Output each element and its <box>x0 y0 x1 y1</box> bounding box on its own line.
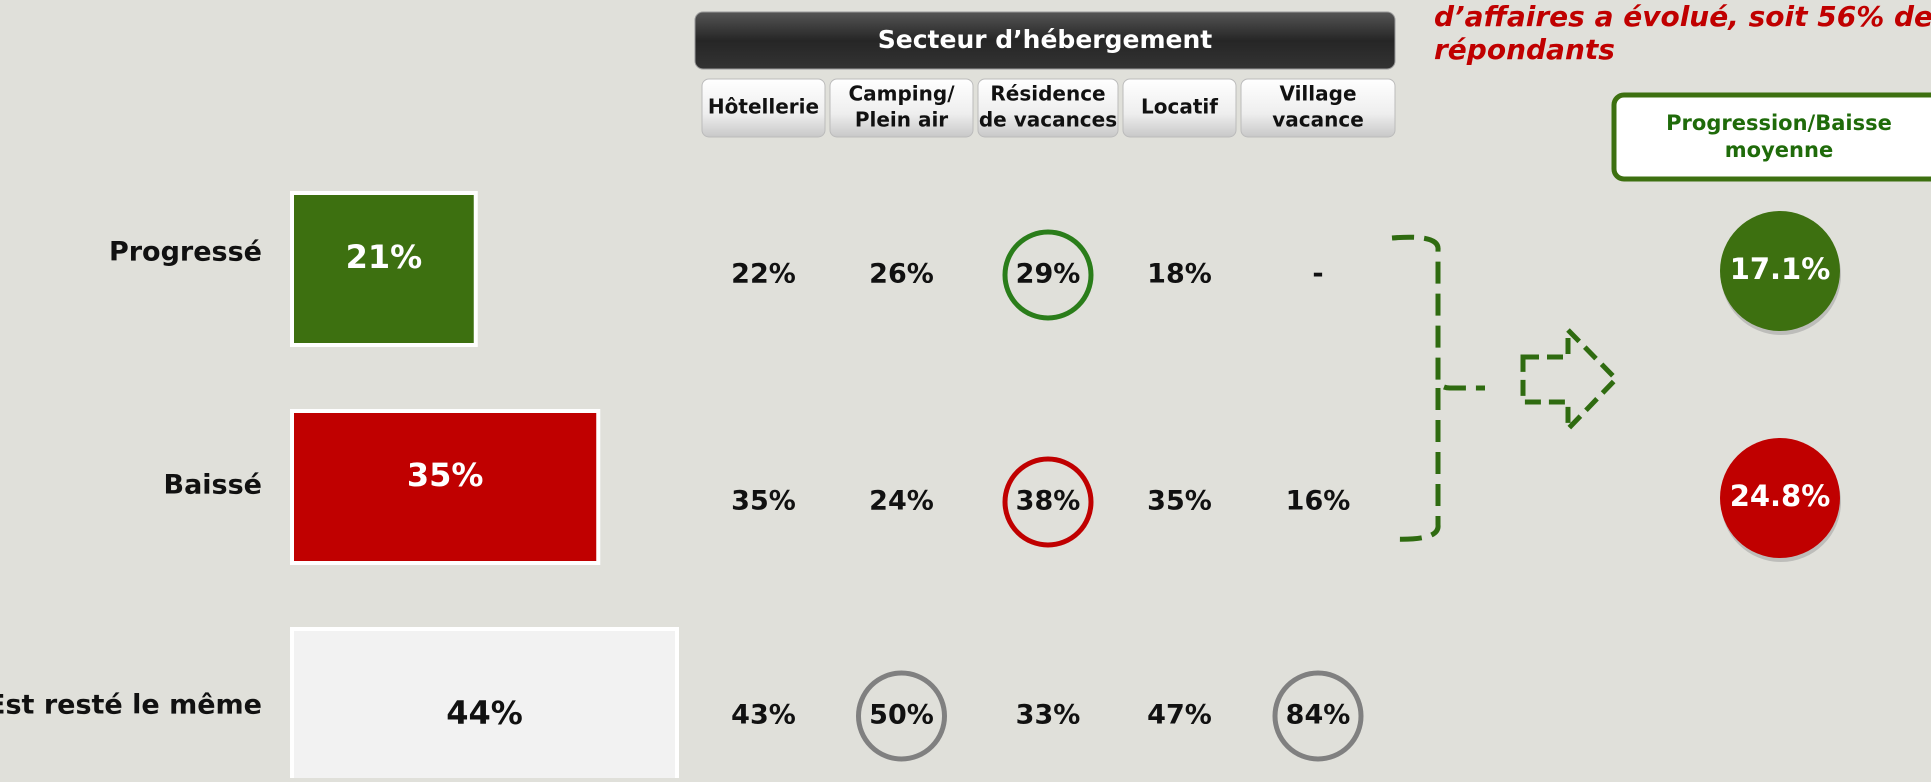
column-header <box>1240 78 1396 138</box>
cell: 29% <box>1016 259 1081 290</box>
cell: - <box>1312 259 1323 290</box>
column-header-label: vacance <box>1272 108 1364 132</box>
average-value: 24.8% <box>1730 479 1831 513</box>
row-label: Est resté le même <box>0 690 262 721</box>
column-header-label: de vacances <box>979 108 1117 132</box>
note: d’affaires a évolué, soit 56% des <box>1434 0 1931 33</box>
column-header <box>1122 78 1237 138</box>
cell: 35% <box>1147 486 1212 517</box>
highlight-circle <box>1272 670 1364 762</box>
highlight-circle <box>856 670 947 762</box>
column-header-label: Résidence <box>990 82 1105 106</box>
note: répondants <box>1434 33 1615 66</box>
row-label: Baissé <box>163 470 262 501</box>
cell: 50% <box>869 700 934 731</box>
cell: 43% <box>731 700 796 731</box>
average-value: 17.1% <box>1730 252 1831 286</box>
bar <box>290 627 679 782</box>
cell: 38% <box>1016 486 1081 517</box>
highlight-circle <box>1002 229 1094 321</box>
cell: 47% <box>1147 700 1212 731</box>
bar-label: 44% <box>446 694 523 732</box>
cell: 16% <box>1286 486 1351 517</box>
bracket <box>1391 234 1485 542</box>
cell: 22% <box>731 259 796 290</box>
cell: 35% <box>731 486 796 517</box>
bar <box>290 409 601 565</box>
row-label: Progressé <box>109 237 262 268</box>
column-header-label: Plein air <box>855 108 948 132</box>
cell: 26% <box>869 259 934 290</box>
column-header <box>829 78 974 138</box>
arrow <box>1520 323 1620 436</box>
column-header-label: Locatif <box>1141 95 1218 119</box>
bar-label: 21% <box>346 238 423 276</box>
average-circle <box>1720 438 1840 558</box>
cell: 18% <box>1147 259 1212 290</box>
column-header-label: Hôtellerie <box>708 95 819 119</box>
column-header-label: Camping/ <box>848 82 955 106</box>
cell: 33% <box>1016 700 1081 731</box>
header-bar <box>694 11 1396 70</box>
column-header <box>977 78 1119 138</box>
header-title: Secteur d’hébergement <box>878 25 1212 54</box>
average-box <box>1611 92 1931 182</box>
average-title: Progression/Baisse <box>1666 111 1892 135</box>
cell: 84% <box>1286 700 1351 731</box>
bar-label: 35% <box>407 456 484 494</box>
cell: 24% <box>869 486 934 517</box>
highlight-circle <box>1002 456 1094 548</box>
average-title: moyenne <box>1725 138 1833 162</box>
bar <box>290 191 478 347</box>
column-header-label: Village <box>1279 82 1356 106</box>
column-header <box>701 78 826 138</box>
average-circle <box>1720 211 1840 331</box>
